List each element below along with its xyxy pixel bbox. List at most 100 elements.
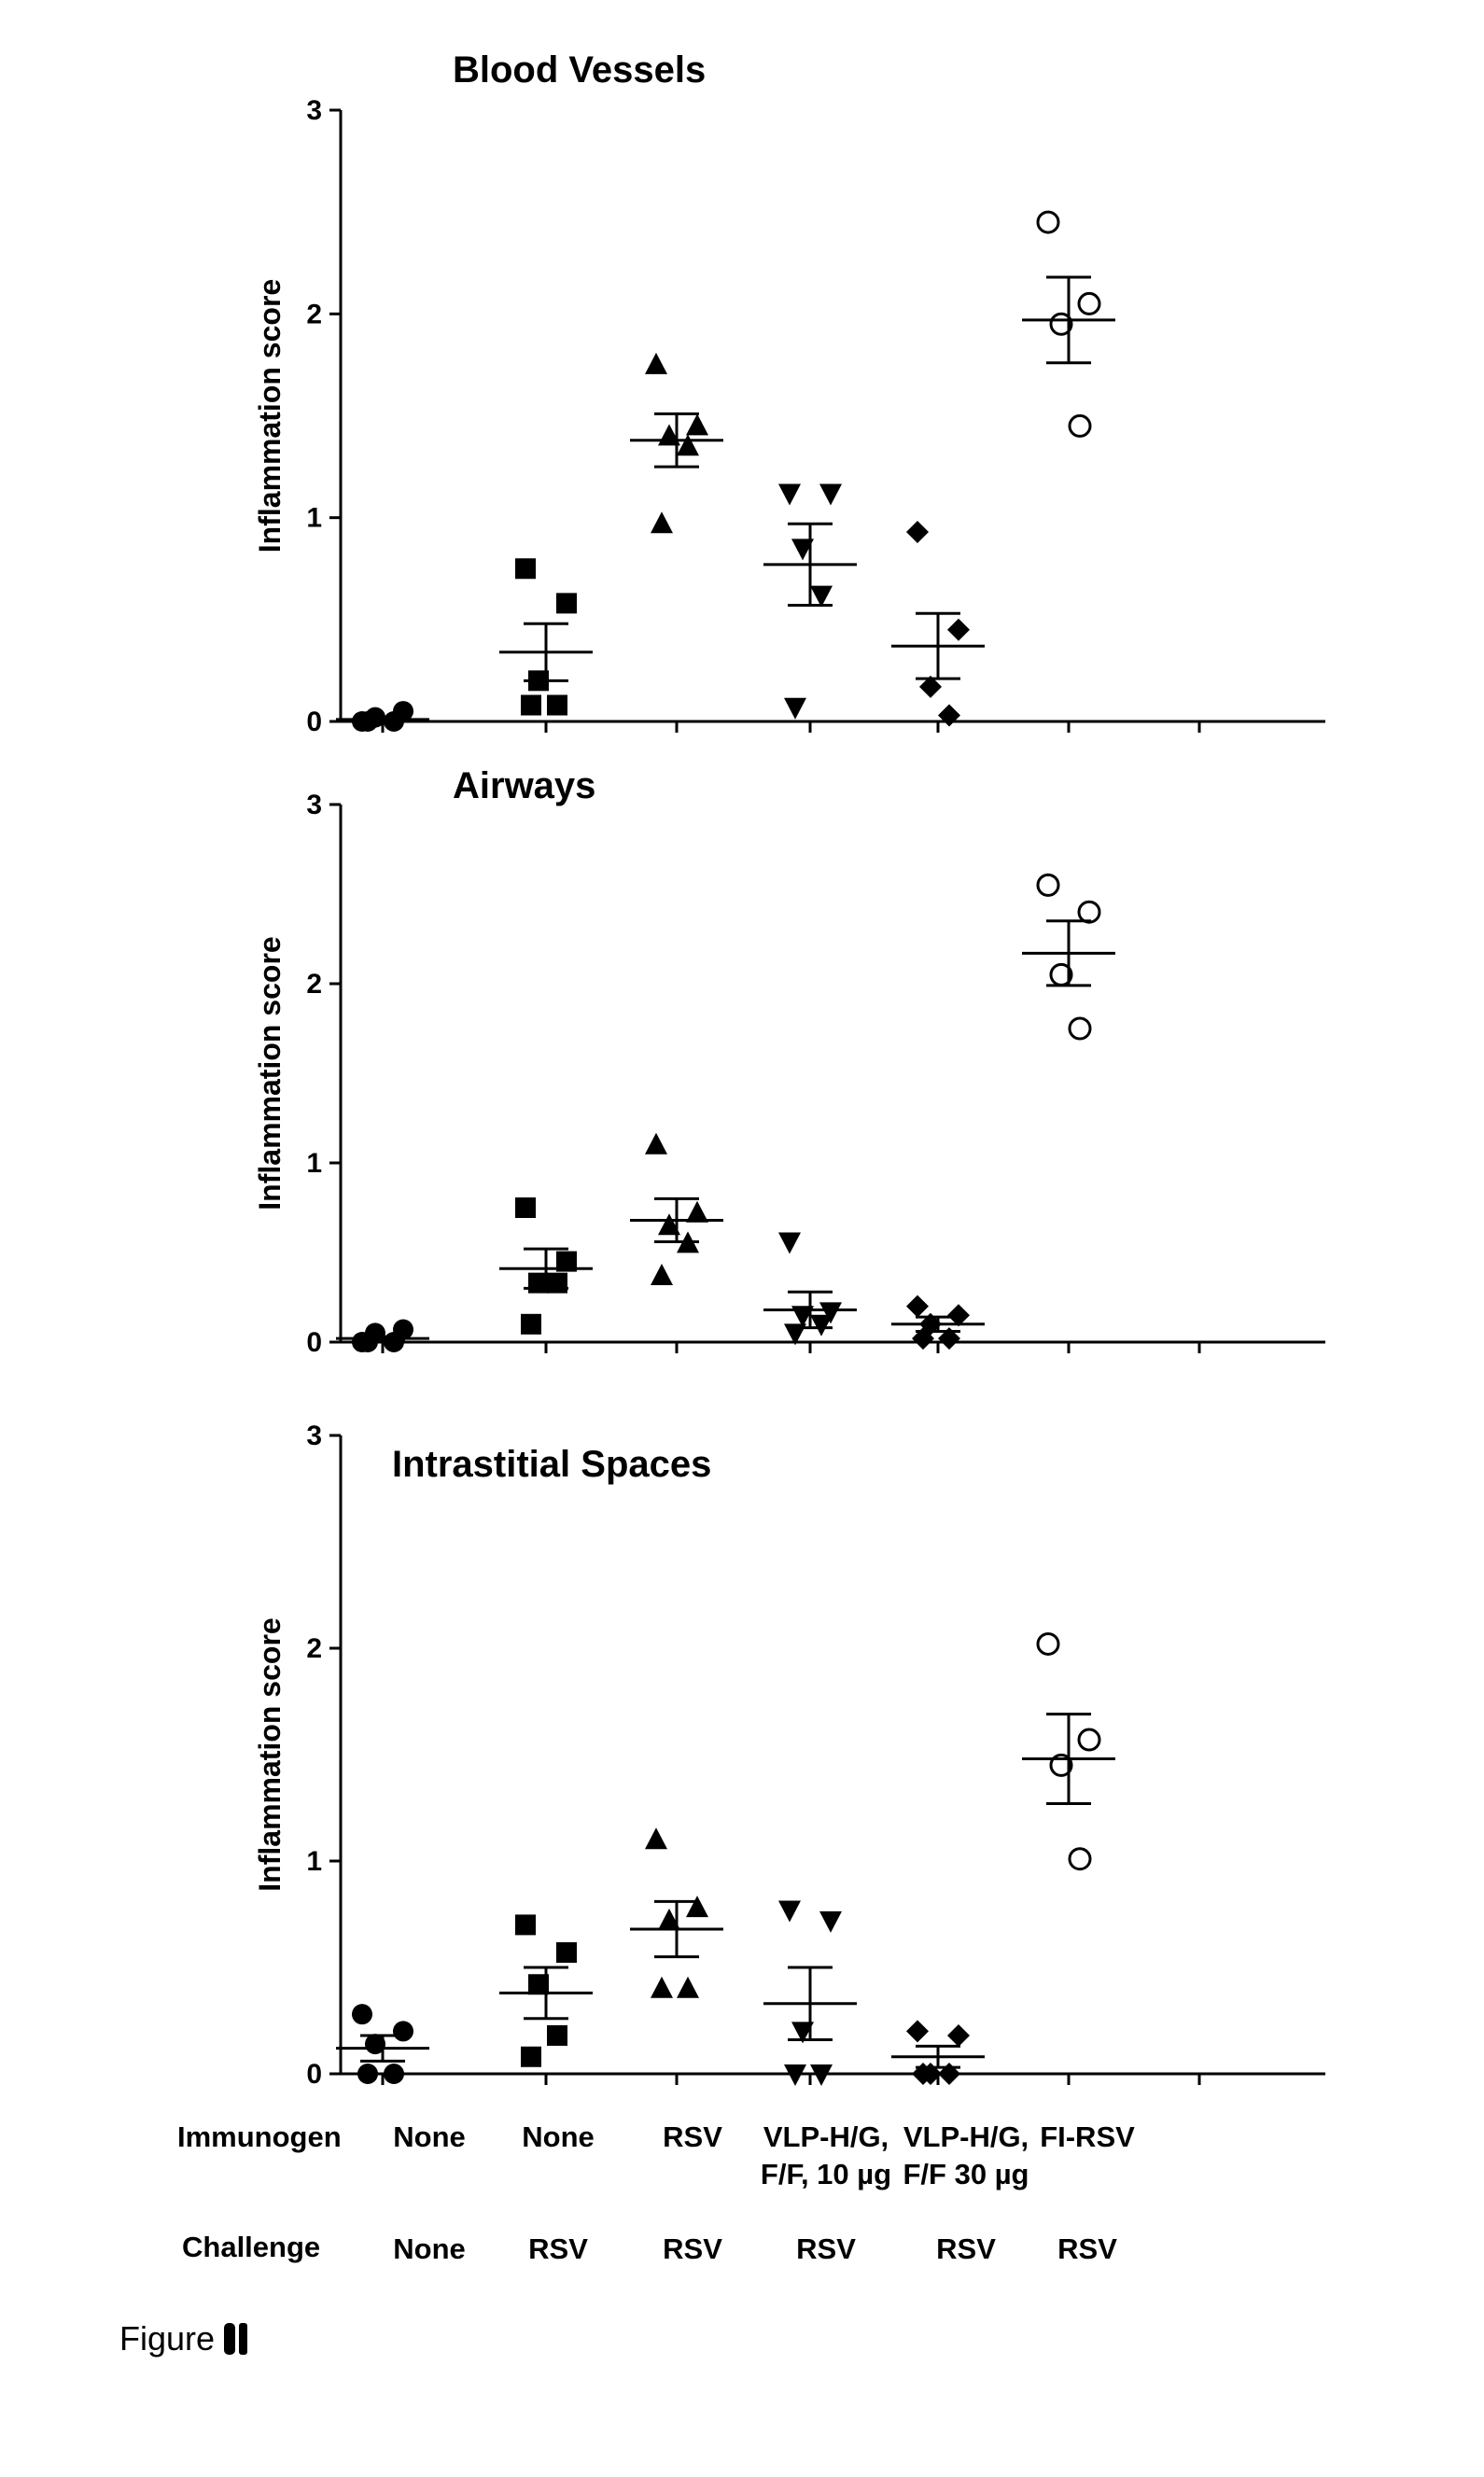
series-1 bbox=[336, 2004, 429, 2084]
data-point bbox=[778, 483, 801, 505]
panel-blood-vessels: Blood Vessels 0 1 2 3 Inflammation score bbox=[253, 49, 1325, 737]
data-point bbox=[651, 1264, 673, 1285]
y-tick-label: 3 bbox=[306, 1420, 322, 1451]
series-2 bbox=[499, 1197, 593, 1335]
y-tick-label: 0 bbox=[306, 707, 322, 737]
immunogen-label: FI-RSV bbox=[1040, 2120, 1135, 2153]
panel-title: Blood Vessels bbox=[453, 49, 706, 91]
data-point bbox=[938, 2063, 960, 2085]
y-tick-label: 1 bbox=[306, 503, 322, 534]
challenge-label: RSV bbox=[936, 2232, 996, 2265]
immunogen-label: VLP-H/G, bbox=[903, 2120, 1029, 2153]
data-point bbox=[906, 1295, 929, 1318]
series-2 bbox=[499, 558, 593, 715]
immunogen-label: None bbox=[393, 2120, 466, 2153]
challenge-label: RSV bbox=[1057, 2232, 1117, 2265]
data-point bbox=[810, 1315, 833, 1336]
series-6 bbox=[1022, 1633, 1115, 1868]
series-6 bbox=[1022, 875, 1115, 1039]
immunogen-label: None bbox=[522, 2120, 595, 2153]
challenge-label: RSV bbox=[663, 2232, 722, 2265]
data-point bbox=[515, 1914, 536, 1935]
data-point bbox=[906, 521, 929, 543]
data-point bbox=[384, 1332, 404, 1352]
data-point bbox=[819, 1911, 842, 1933]
immunogen-label: F/F 30 µg bbox=[903, 2158, 1029, 2190]
figure-caption: Figure bbox=[119, 2319, 247, 2358]
immunogen-label: VLP-H/G, bbox=[763, 2120, 889, 2153]
data-point bbox=[947, 2024, 970, 2047]
series-3 bbox=[630, 353, 723, 533]
y-tick-label: 3 bbox=[306, 95, 322, 126]
panel-title: Airways bbox=[453, 765, 595, 806]
y-tick-label: 1 bbox=[306, 1846, 322, 1877]
panel-title: Intrastitial Spaces bbox=[392, 1444, 711, 1485]
y-tick-label: 1 bbox=[306, 1148, 322, 1179]
data-point bbox=[1038, 1633, 1058, 1654]
y-tick-label: 0 bbox=[306, 1327, 322, 1358]
data-point bbox=[819, 483, 842, 505]
series-2 bbox=[499, 1914, 593, 2066]
data-point bbox=[947, 619, 970, 641]
series-4 bbox=[763, 1232, 857, 1345]
figure-number-mark bbox=[224, 2323, 247, 2355]
data-point bbox=[357, 1332, 378, 1352]
data-point bbox=[938, 704, 960, 726]
challenge-row-label: Challenge bbox=[182, 2231, 320, 2263]
data-point bbox=[677, 1977, 699, 1998]
immunogen-label: F/F, 10 µg bbox=[761, 2158, 891, 2190]
data-point bbox=[906, 2020, 929, 2042]
panels: Blood Vessels0123Inflammation scoreAirwa… bbox=[253, 49, 1325, 2090]
data-point bbox=[645, 1133, 667, 1155]
data-point bbox=[393, 2021, 413, 2041]
data-point bbox=[1038, 875, 1058, 895]
series-5 bbox=[891, 521, 985, 727]
y-axis-label: Inflammation score bbox=[253, 279, 287, 553]
figure-caption-text: Figure bbox=[119, 2319, 215, 2358]
data-point bbox=[1079, 293, 1099, 314]
data-point bbox=[686, 413, 708, 435]
group-labels: Immunogen Challenge None None None RSV RSV RSV V… bbox=[177, 2120, 1135, 2265]
y-tick-label: 2 bbox=[306, 969, 322, 1000]
data-point bbox=[1070, 1018, 1090, 1039]
challenge-label: RSV bbox=[528, 2232, 588, 2265]
data-point bbox=[547, 695, 567, 716]
series-4 bbox=[763, 1900, 857, 2086]
immunogen-row-label: Immunogen bbox=[177, 2120, 342, 2153]
data-point bbox=[686, 1896, 708, 1917]
y-tick-label: 2 bbox=[306, 1633, 322, 1664]
data-point bbox=[778, 1232, 801, 1253]
challenge-label: None bbox=[393, 2232, 466, 2265]
data-point bbox=[515, 1197, 536, 1218]
panel-intrastitial-spaces: Intrastitial Spaces 0 1 2 3 Inflammation scor… bbox=[253, 1420, 1325, 2090]
data-point bbox=[1038, 212, 1058, 232]
data-point bbox=[778, 1900, 801, 1922]
y-tick-label: 3 bbox=[306, 790, 322, 820]
data-point bbox=[521, 695, 541, 716]
data-point bbox=[384, 2064, 404, 2084]
data-point bbox=[1079, 902, 1099, 922]
data-point bbox=[651, 511, 673, 533]
panel-airways: Airways 0 1 2 3 Inflammation score bbox=[253, 765, 1325, 1358]
challenge-label: RSV bbox=[796, 2232, 856, 2265]
data-point bbox=[784, 698, 806, 720]
y-tick-label: 0 bbox=[306, 2059, 322, 2090]
y-axis-label: Inflammation score bbox=[253, 936, 287, 1210]
data-point bbox=[357, 2064, 378, 2084]
data-point bbox=[556, 1942, 577, 1963]
series-5 bbox=[891, 2020, 985, 2085]
data-point bbox=[645, 353, 667, 374]
data-point bbox=[1079, 1729, 1099, 1750]
series-4 bbox=[763, 483, 857, 719]
series-3 bbox=[630, 1827, 723, 1998]
data-point bbox=[521, 1314, 541, 1335]
y-tick-label: 2 bbox=[306, 299, 322, 329]
immunogen-label: RSV bbox=[663, 2120, 722, 2153]
series-6 bbox=[1022, 212, 1115, 436]
data-point bbox=[645, 1827, 667, 1849]
data-point bbox=[1070, 1849, 1090, 1869]
data-point bbox=[547, 1273, 567, 1294]
data-point bbox=[521, 2047, 541, 2067]
y-axis-label: Inflammation score bbox=[253, 1617, 287, 1891]
